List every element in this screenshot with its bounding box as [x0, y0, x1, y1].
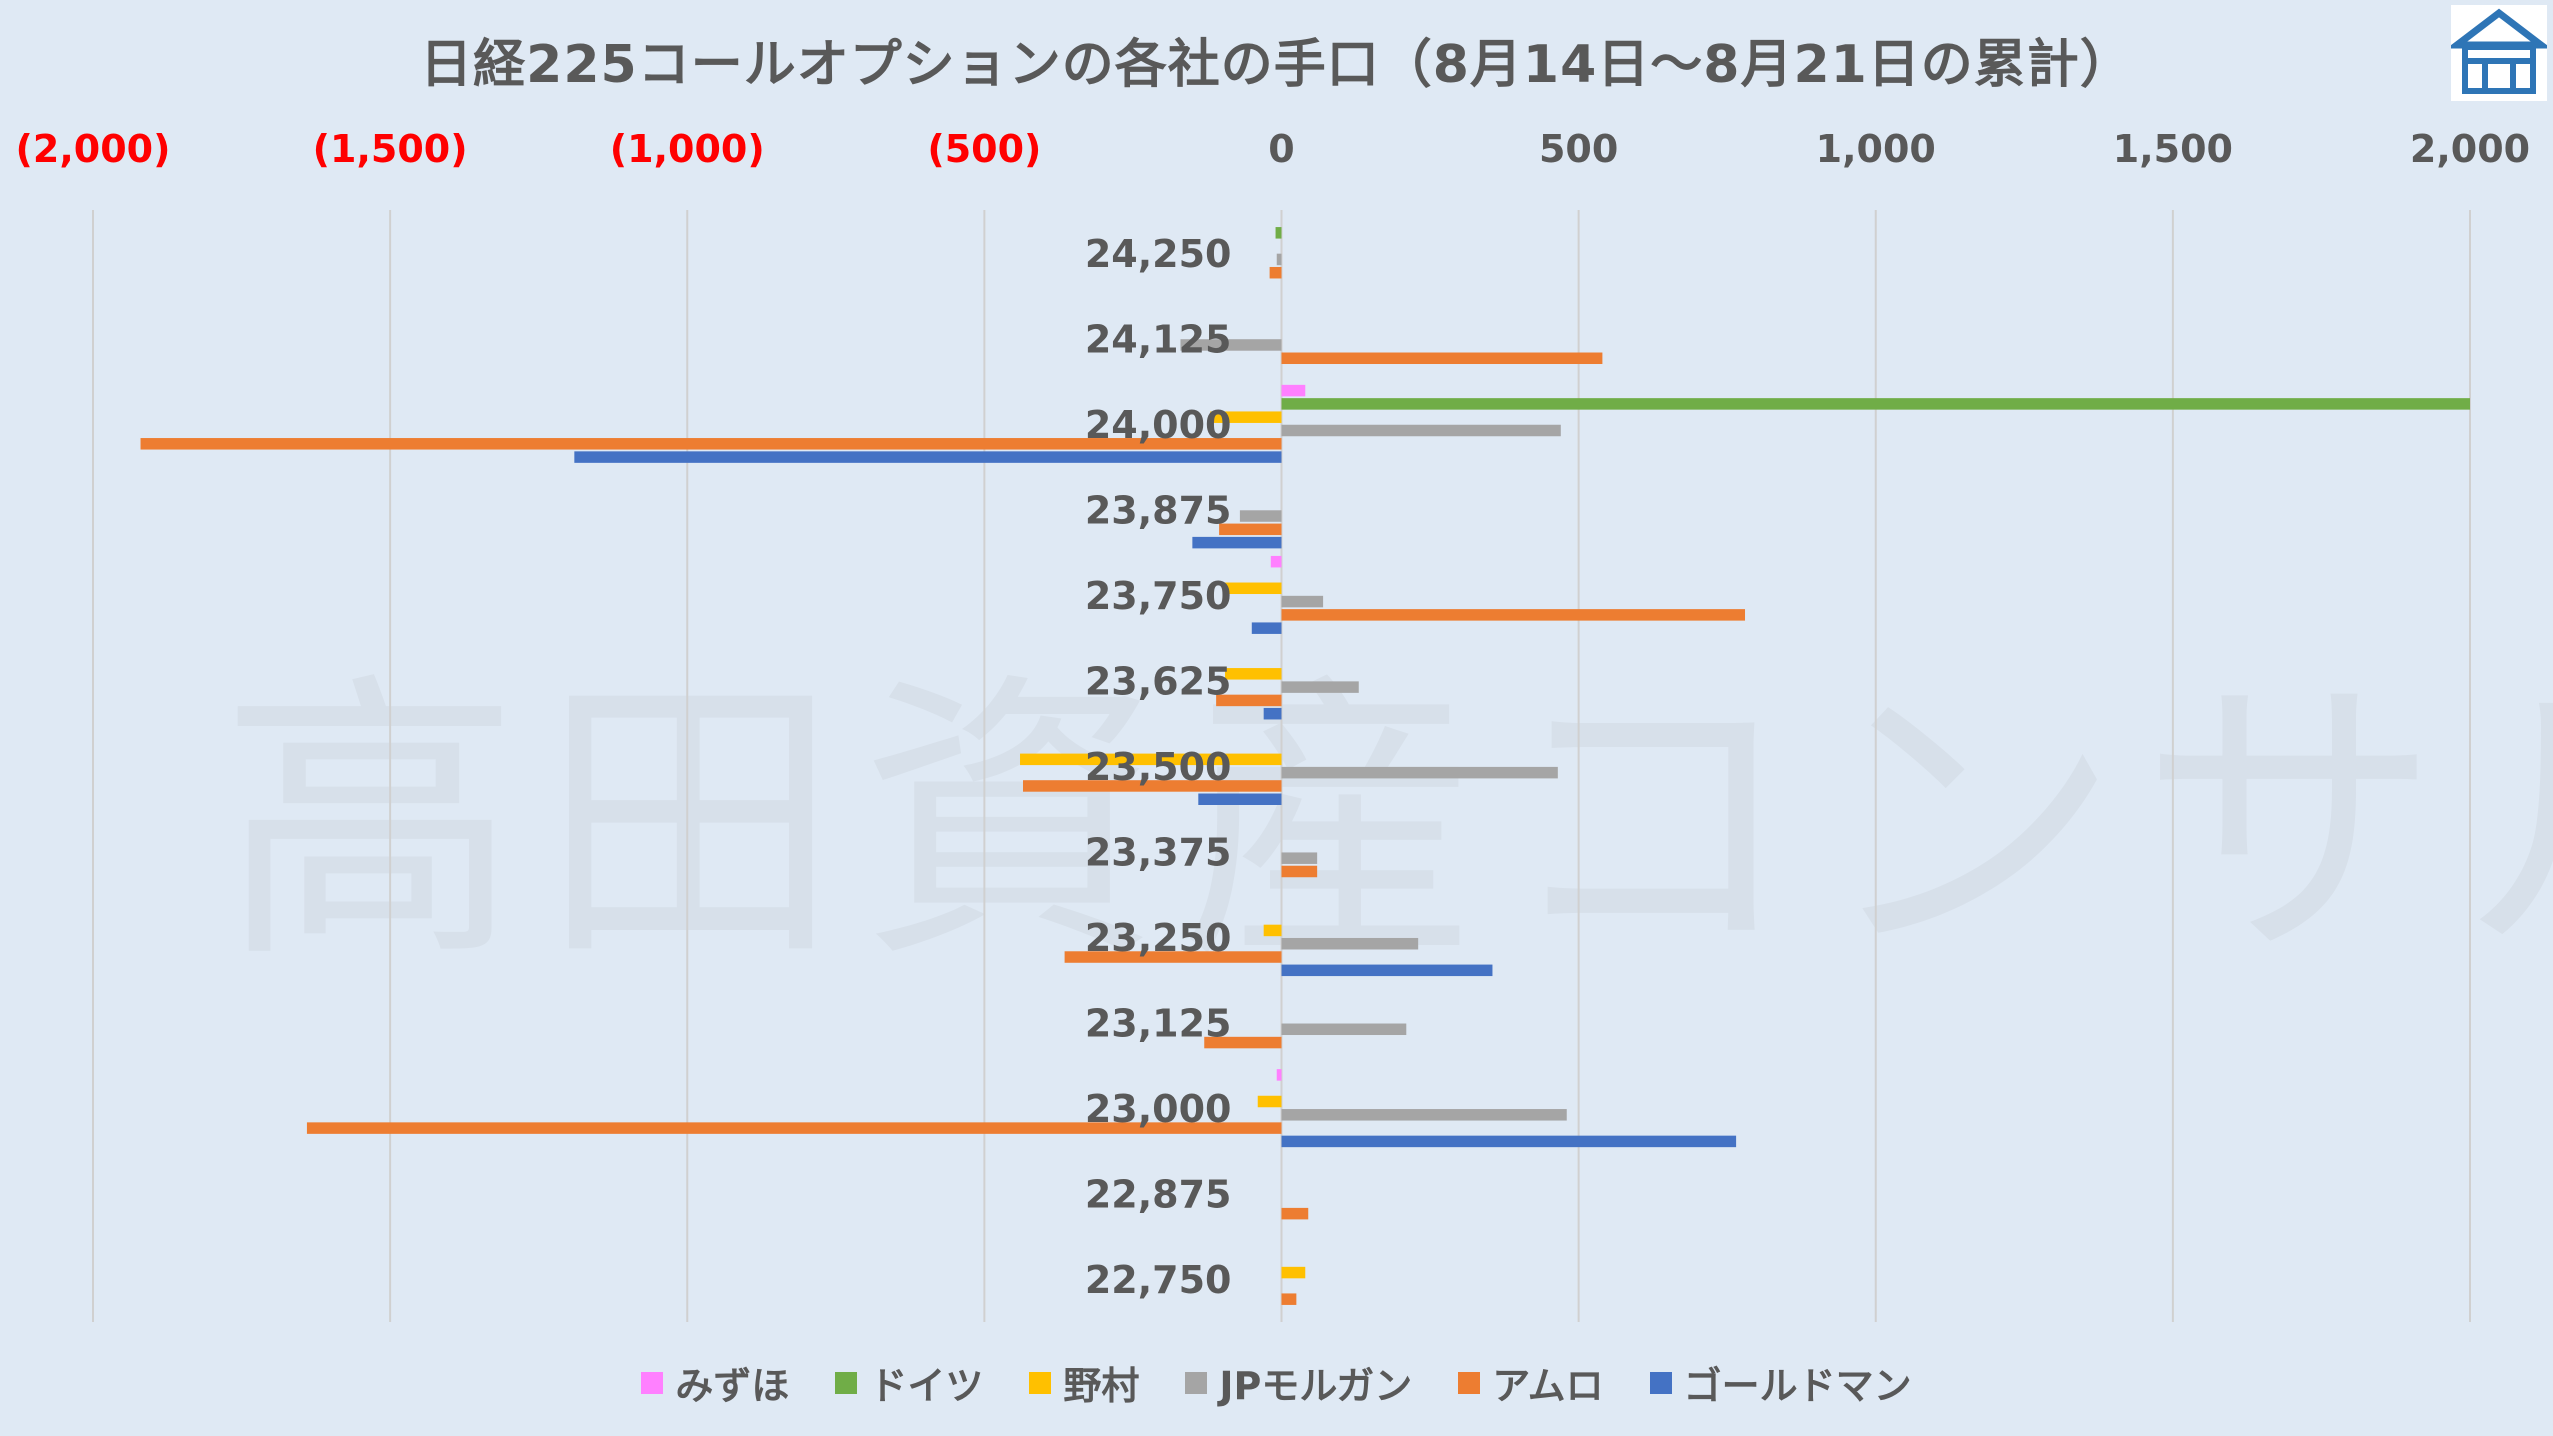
bar-JPモルガン: [1281, 681, 1359, 693]
bar-アムロ: [1204, 1036, 1282, 1049]
bar-野村: [1257, 1095, 1282, 1108]
legend-item: ゴールドマン: [1649, 1355, 1912, 1410]
bar-ゴールドマン: [1281, 964, 1493, 977]
x-tick-label: 2,000: [2410, 127, 2530, 171]
chart-plot-area: (2,000) (1,500) (1,000) (500) 0 500 1,000 1,500…: [16, 127, 2530, 1322]
bar-アムロ: [1023, 780, 1282, 792]
bar-ドイツ: [1281, 398, 2470, 410]
category-label: 23,000: [1085, 1087, 1232, 1131]
x-tick-label: (1,000): [610, 127, 765, 171]
bar-アムロ: [140, 438, 1282, 450]
legend-swatch: [1649, 1371, 1672, 1394]
legend-swatch: [1458, 1371, 1481, 1394]
bar-JPモルガン: [1281, 766, 1558, 779]
legend-label: ドイツ: [869, 1364, 984, 1408]
category-label: 22,875: [1085, 1173, 1232, 1217]
bar-野村: [1210, 411, 1282, 423]
bar-ゴールドマン: [574, 451, 1282, 463]
legend-label: ゴールドマン: [1683, 1364, 1912, 1408]
legend-label: 野村: [1063, 1364, 1140, 1408]
bar-アムロ: [1216, 694, 1282, 707]
bar-野村: [1020, 753, 1282, 766]
category-label: 23,125: [1085, 1002, 1232, 1046]
bar-ゴールドマン: [1251, 622, 1282, 634]
category-label: 23,375: [1085, 831, 1232, 875]
bar-JPモルガン: [1180, 339, 1282, 351]
category-label: 23,250: [1085, 916, 1232, 960]
x-tick-label: (500): [927, 127, 1041, 171]
x-tick-label: 1,500: [2113, 127, 2233, 171]
bar-アムロ: [1281, 1207, 1309, 1220]
bar-野村: [1225, 582, 1282, 595]
legend-item: JPモルガン: [1185, 1355, 1412, 1410]
category-label: 22,750: [1085, 1258, 1232, 1302]
legend-item: ドイツ: [835, 1355, 983, 1410]
bar-アムロ: [1281, 609, 1746, 621]
logo-icon: [2451, 5, 2547, 101]
bar-JPモルガン: [1281, 595, 1324, 608]
bar-ゴールドマン: [1192, 536, 1282, 549]
legend-swatch: [1185, 1371, 1208, 1394]
bar-JPモルガン: [1281, 1109, 1567, 1121]
x-tick-label: (1,500): [313, 127, 468, 171]
legend-label: アムロ: [1492, 1364, 1604, 1408]
bar-JPモルガン: [1281, 852, 1318, 864]
bar-野村: [1225, 668, 1282, 680]
bar-みずほ: [1276, 1069, 1282, 1081]
legend-label: みずほ: [675, 1364, 790, 1408]
bar-JPモルガン: [1281, 937, 1419, 950]
category-label: 23,875: [1085, 488, 1232, 532]
bar-アムロ: [1064, 951, 1282, 963]
bar-アムロ: [1219, 523, 1282, 536]
chart-title: 日経225コールオプションの各社の手口（8月14日～8月21日の累計）: [420, 35, 2133, 95]
bar-ゴールドマン: [1281, 1135, 1737, 1148]
bar-ドイツ: [1275, 227, 1282, 239]
bar-みずほ: [1270, 555, 1282, 568]
bar-アムロ: [1281, 1293, 1297, 1305]
category-label: 24,125: [1085, 317, 1232, 361]
x-tick-label: 1,000: [1816, 127, 1936, 171]
category-label: 24,000: [1085, 403, 1232, 447]
legend-swatch: [641, 1371, 664, 1394]
legend-swatch: [835, 1371, 858, 1394]
bar-みずほ: [1281, 384, 1306, 397]
bar-JPモルガン: [1281, 424, 1561, 437]
bar-野村: [1263, 924, 1282, 937]
category-label: 24,250: [1085, 232, 1232, 276]
legend-item: みずほ: [641, 1355, 789, 1410]
bar-JPモルガン: [1276, 253, 1282, 266]
bar-ゴールドマン: [1198, 793, 1282, 805]
x-tick-label: (2,000): [16, 127, 171, 171]
bar-アムロ: [306, 1122, 1282, 1134]
bar-JPモルガン: [1239, 510, 1282, 522]
legend: みずほ ドイツ 野村 JPモルガン アムロ ゴールドマン: [0, 1355, 2553, 1410]
category-label: 23,625: [1085, 659, 1232, 703]
bar-アムロ: [1269, 266, 1282, 279]
legend-item: 野村: [1029, 1355, 1139, 1410]
legend-swatch: [1029, 1371, 1052, 1394]
bar-ゴールドマン: [1263, 707, 1282, 720]
bar-野村: [1281, 1266, 1306, 1279]
category-label: 23,750: [1085, 574, 1232, 618]
legend-item: アムロ: [1458, 1355, 1604, 1410]
bar-アムロ: [1281, 352, 1603, 365]
x-tick-label: 500: [1539, 127, 1618, 171]
legend-label: JPモルガン: [1219, 1364, 1413, 1408]
x-tick-label: 0: [1268, 127, 1294, 171]
category-label: 23,500: [1085, 745, 1232, 789]
bar-アムロ: [1281, 865, 1318, 878]
bar-JPモルガン: [1281, 1023, 1407, 1036]
